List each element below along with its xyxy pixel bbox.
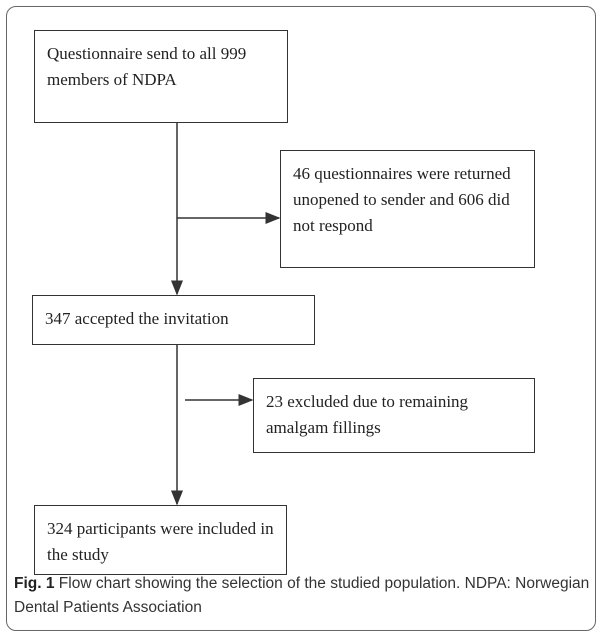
node: Questionnaire send to all 999 members of… — [34, 30, 288, 123]
caption-text: Flow chart showing the selection of the … — [14, 575, 590, 616]
node: 23 excluded due to remaining amalgam fil… — [253, 378, 535, 453]
caption: Fig. 1 Flow chart showing the selection … — [14, 572, 594, 620]
caption-label: Fig. 1 — [14, 575, 55, 592]
node: 324 participants were included in the st… — [34, 505, 287, 575]
node: 347 accepted the invitation — [32, 295, 315, 345]
node: 46 questionnaires were returned unopened… — [280, 150, 535, 268]
figure-frame — [6, 6, 596, 631]
